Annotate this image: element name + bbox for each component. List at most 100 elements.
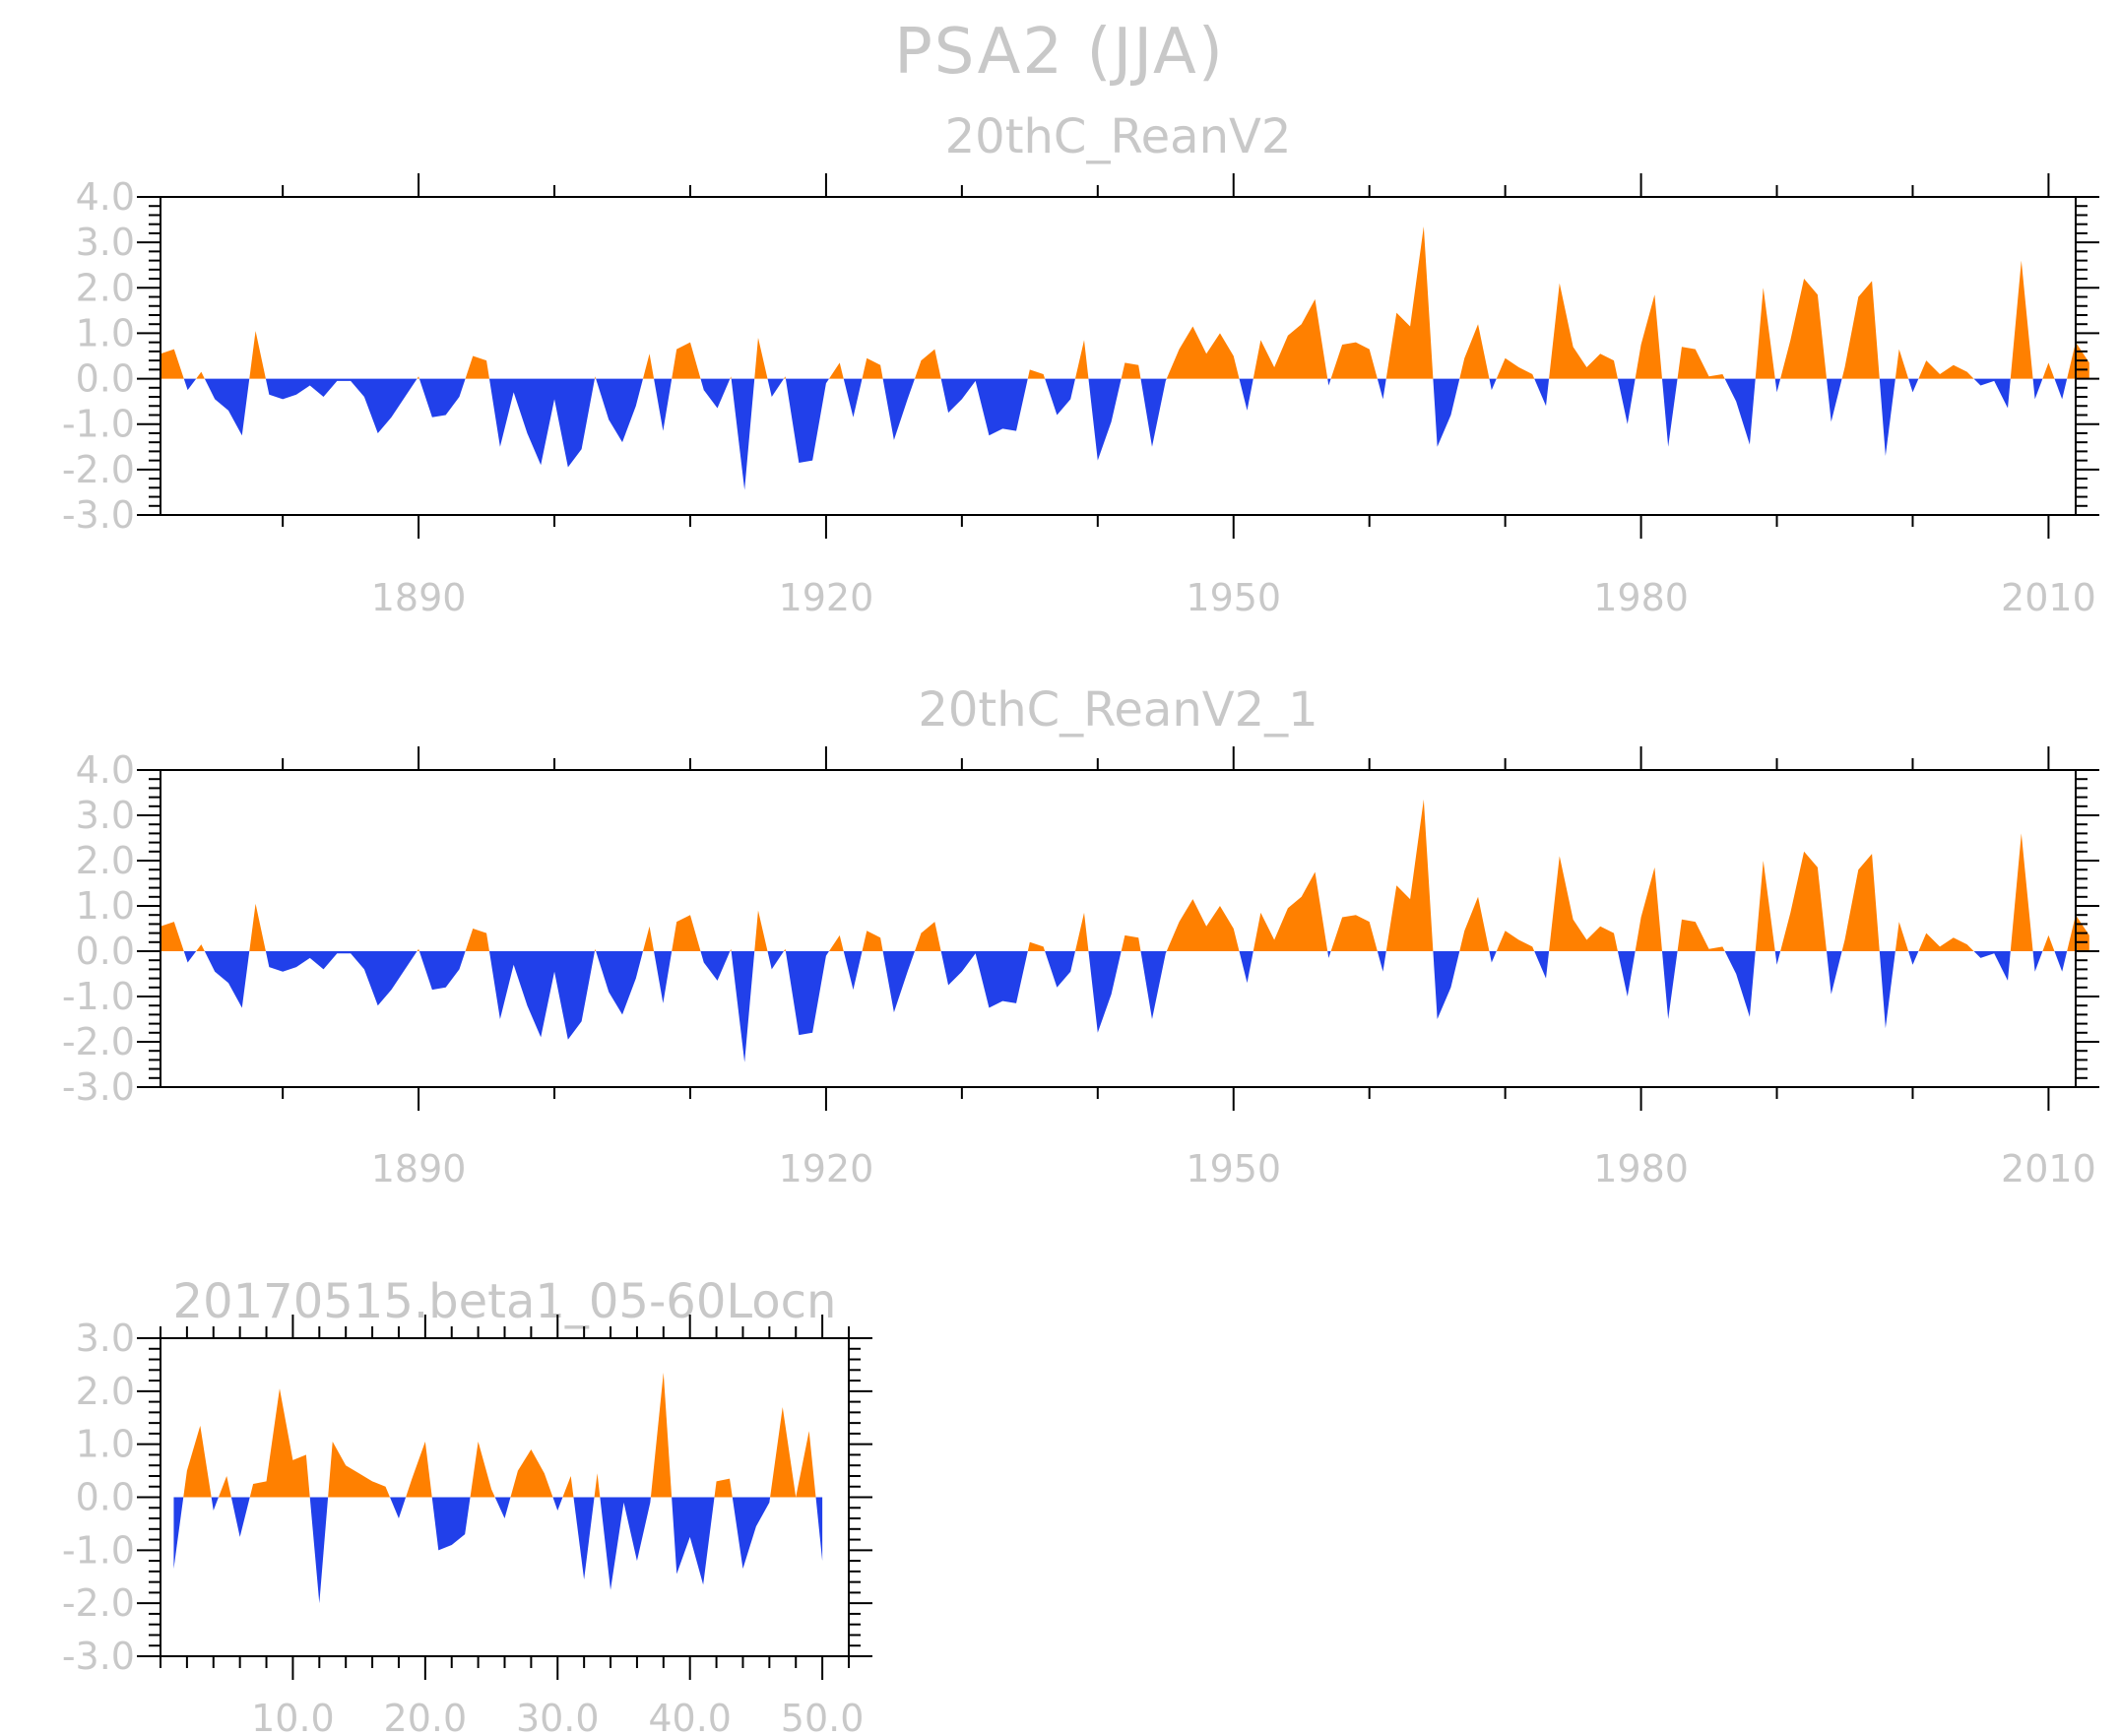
y-tick-label: 1.0 xyxy=(76,1423,135,1466)
negative-anomaly-area xyxy=(1617,951,1636,997)
panel-20thc-reanv2-1: 20thC_ReanV2_1 -3.0-2.0-1.00.01.02.03.04.… xyxy=(62,682,2099,1190)
negative-anomaly-area xyxy=(204,951,250,1008)
positive-anomaly-area xyxy=(1780,851,1828,951)
positive-anomaly-area xyxy=(862,357,883,379)
positive-anomaly-area xyxy=(754,910,768,951)
negative-anomaly-area xyxy=(1534,378,1550,407)
y-tick-label: 0.0 xyxy=(76,930,135,973)
positive-anomaly-area xyxy=(862,931,883,951)
negative-anomaly-area xyxy=(230,1497,250,1537)
negative-anomaly-area xyxy=(1661,951,1678,1019)
positive-anomaly-area xyxy=(594,376,597,379)
positive-anomaly-area xyxy=(1385,225,1434,379)
y-tick-label: 4.0 xyxy=(76,175,135,219)
negative-anomaly-area xyxy=(731,378,755,490)
negative-anomaly-area xyxy=(1088,378,1122,461)
positive-anomaly-area xyxy=(510,1449,553,1498)
negative-anomaly-area xyxy=(1140,951,1167,1019)
positive-anomaly-area xyxy=(249,331,266,379)
negative-anomaly-area xyxy=(1433,378,1460,447)
plot-frame xyxy=(160,769,2077,1088)
negative-anomaly-area xyxy=(1433,951,1460,1019)
x-tick-label: 30.0 xyxy=(516,1697,600,1736)
positive-anomaly-area xyxy=(562,1475,574,1498)
x-tick-label: 1920 xyxy=(779,576,874,619)
y-tick-label: 2.0 xyxy=(76,1370,135,1413)
figure-title: PSA2 (JJA) xyxy=(894,16,1225,89)
negative-anomaly-area xyxy=(843,951,863,991)
positive-anomaly-area xyxy=(1549,283,1618,379)
negative-anomaly-area xyxy=(1879,378,1895,457)
negative-anomaly-area xyxy=(309,1497,329,1604)
y-tick-label: 2.0 xyxy=(76,839,135,882)
negative-anomaly-area xyxy=(1377,951,1386,972)
negative-anomaly-area xyxy=(1908,951,1919,965)
positive-anomaly-area xyxy=(2010,833,2033,951)
negative-anomaly-area xyxy=(1088,951,1122,1033)
negative-anomaly-area xyxy=(1774,378,1781,393)
negative-anomaly-area xyxy=(265,951,418,1006)
positive-anomaly-area xyxy=(714,1478,733,1498)
positive-anomaly-area xyxy=(1027,369,1046,379)
negative-anomaly-area xyxy=(940,378,1028,436)
positive-anomaly-area xyxy=(249,1388,310,1498)
positive-anomaly-area xyxy=(1780,279,1828,379)
y-tick-label: -1.0 xyxy=(62,975,135,1018)
positive-anomaly-area xyxy=(1918,932,1974,951)
positive-anomaly-area xyxy=(2010,260,2033,379)
negative-anomaly-area xyxy=(183,378,197,391)
panel-20thc-reanv2: 20thC_ReanV2 -3.0-2.0-1.00.01.02.03.04.0 1… xyxy=(62,109,2099,619)
negative-anomaly-area xyxy=(1489,951,1497,963)
positive-anomaly-area xyxy=(417,376,419,379)
positive-anomaly-area xyxy=(1841,281,1880,379)
y-tick-label: 0.0 xyxy=(76,1476,135,1519)
positive-anomaly-area xyxy=(1755,861,1775,951)
x-tick-label: 1890 xyxy=(371,576,467,619)
x-tick-label: 20.0 xyxy=(384,1697,468,1736)
y-tick-label: 4.0 xyxy=(76,748,135,792)
y-tick-label: -2.0 xyxy=(62,448,135,491)
negative-anomaly-area xyxy=(1140,378,1167,447)
negative-anomaly-area xyxy=(2032,951,2043,972)
x-tick-label: 1950 xyxy=(1186,1147,1281,1190)
positive-anomaly-area xyxy=(770,1406,816,1498)
negative-anomaly-area xyxy=(731,951,755,1062)
positive-anomaly-area xyxy=(730,948,732,951)
y-tick-label: 1.0 xyxy=(76,884,135,928)
negative-anomaly-area xyxy=(882,378,915,440)
y-tick-label: -2.0 xyxy=(62,1020,135,1063)
negative-anomaly-area xyxy=(700,378,731,409)
negative-anomaly-area xyxy=(596,378,643,443)
positive-anomaly-area xyxy=(183,1425,212,1498)
x-tick-label: 1980 xyxy=(1593,1147,1689,1190)
positive-anomaly-area xyxy=(1677,347,1725,379)
negative-anomaly-area xyxy=(732,1497,771,1570)
negative-anomaly-area xyxy=(843,378,863,418)
y-tick-label: -1.0 xyxy=(62,403,135,446)
negative-anomaly-area xyxy=(2054,378,2068,400)
negative-anomaly-area xyxy=(2054,951,2068,972)
positive-anomaly-area xyxy=(465,355,489,379)
negative-anomaly-area xyxy=(418,951,466,991)
panel-title: 20thC_ReanV2 xyxy=(945,109,1292,164)
negative-anomaly-area xyxy=(1239,951,1253,984)
y-tick-label: 3.0 xyxy=(76,221,135,264)
negative-anomaly-area xyxy=(940,951,1028,1008)
negative-anomaly-area xyxy=(1879,951,1895,1029)
panel-title: 20170515.beta1_05-60Locn xyxy=(173,1274,837,1329)
negative-anomaly-area xyxy=(1774,951,1781,965)
negative-anomaly-area xyxy=(815,1497,823,1562)
positive-anomaly-area xyxy=(784,376,786,379)
plot-frame xyxy=(160,196,2077,516)
positive-anomaly-area xyxy=(672,342,701,379)
panel-beta1-locn: 20170515.beta1_05-60Locn -3.0 -2.0 -1.0 0.0 1… xyxy=(62,1274,872,1736)
x-tick-label: 10.0 xyxy=(251,1697,335,1736)
positive-anomaly-area xyxy=(1459,896,1490,951)
negative-anomaly-area xyxy=(431,1497,471,1551)
negative-anomaly-area xyxy=(654,378,673,431)
negative-anomaly-area xyxy=(173,1497,184,1570)
negative-anomaly-area xyxy=(672,1497,715,1585)
positive-anomaly-area xyxy=(1635,294,1662,379)
y-tick-label: 2.0 xyxy=(76,266,135,309)
positive-anomaly-area xyxy=(643,926,655,951)
